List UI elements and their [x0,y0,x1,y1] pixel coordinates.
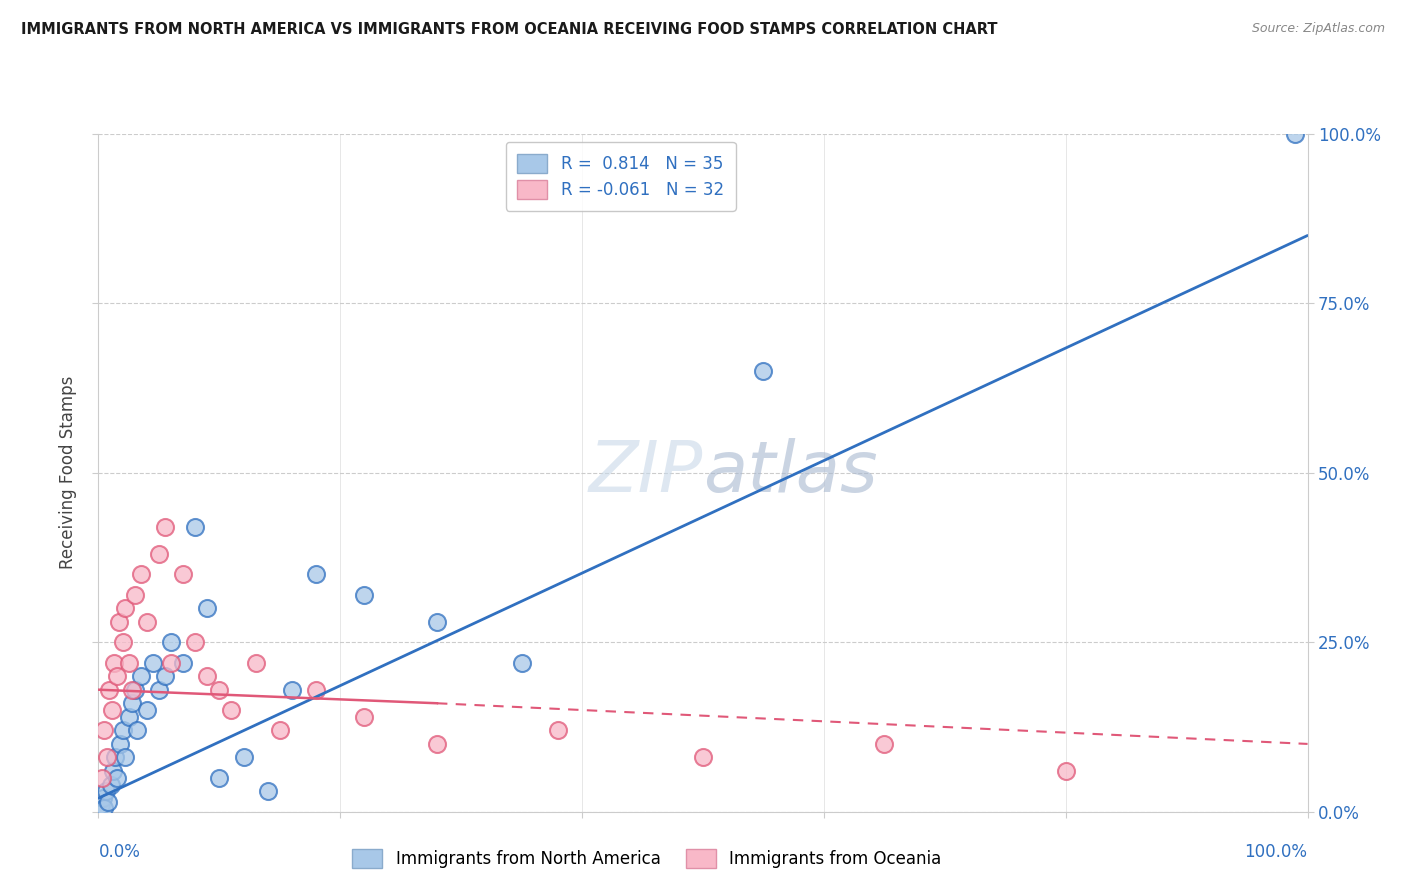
Point [111,635,134,649]
Text: 0.0%: 0.0% [98,843,141,861]
Point [281,682,304,697]
Point [873,737,896,751]
Point [305,682,328,697]
Point [142,656,165,670]
Point [153,520,176,534]
Point [221,703,243,717]
Point [256,784,278,798]
Point [232,750,254,764]
Point [101,764,124,778]
Point [124,682,146,697]
Point [94,784,117,798]
Point [100,778,122,792]
Text: IMMIGRANTS FROM NORTH AMERICA VS IMMIGRANTS FROM OCEANIA RECEIVING FOOD STAMPS C: IMMIGRANTS FROM NORTH AMERICA VS IMMIGRA… [21,22,998,37]
Text: atlas: atlas [703,438,877,508]
Point [208,682,231,697]
Point [195,669,218,683]
Point [208,771,231,785]
Point [426,615,449,629]
Text: ZIP: ZIP [589,438,703,508]
Point [184,635,207,649]
Text: 100.0%: 100.0% [1244,843,1308,861]
Point [108,737,131,751]
Point [118,710,141,724]
Point [121,696,143,710]
Point [692,750,714,764]
Point [103,656,125,670]
Point [148,547,170,561]
Point [135,615,157,629]
Point [195,601,218,615]
Point [118,656,141,670]
Point [269,723,291,738]
Legend: Immigrants from North America, Immigrants from Oceania: Immigrants from North America, Immigrant… [346,842,948,875]
Point [129,567,152,582]
Point [353,710,375,724]
Point [160,635,183,649]
Point [97,795,120,809]
Point [245,656,267,670]
Point [135,703,157,717]
Point [91,791,114,805]
Point [305,567,328,582]
Point [172,656,194,670]
Point [93,801,115,815]
Point [100,703,122,717]
Point [124,588,146,602]
Point [1054,764,1077,778]
Point [148,682,170,697]
Text: Source: ZipAtlas.com: Source: ZipAtlas.com [1251,22,1385,36]
Point [127,723,149,738]
Point [160,656,183,670]
Point [98,682,121,697]
Point [426,737,449,751]
Point [104,750,127,764]
Point [510,656,533,670]
Point [184,520,207,534]
Legend: R =  0.814   N = 35, R = -0.061   N = 32: R = 0.814 N = 35, R = -0.061 N = 32 [506,142,735,211]
Y-axis label: Receiving Food Stamps: Receiving Food Stamps [59,376,77,569]
Point [153,669,176,683]
Point [108,615,131,629]
Point [114,601,136,615]
Point [93,723,115,738]
Point [111,723,134,738]
Point [96,750,118,764]
Point [129,669,152,683]
Point [121,682,143,697]
Point [91,771,114,785]
Point [353,588,375,602]
Point [1284,127,1306,141]
Point [547,723,569,738]
Point [114,750,136,764]
Point [90,797,112,812]
Point [172,567,194,582]
Point [105,771,128,785]
Point [752,364,775,378]
Point [105,669,128,683]
